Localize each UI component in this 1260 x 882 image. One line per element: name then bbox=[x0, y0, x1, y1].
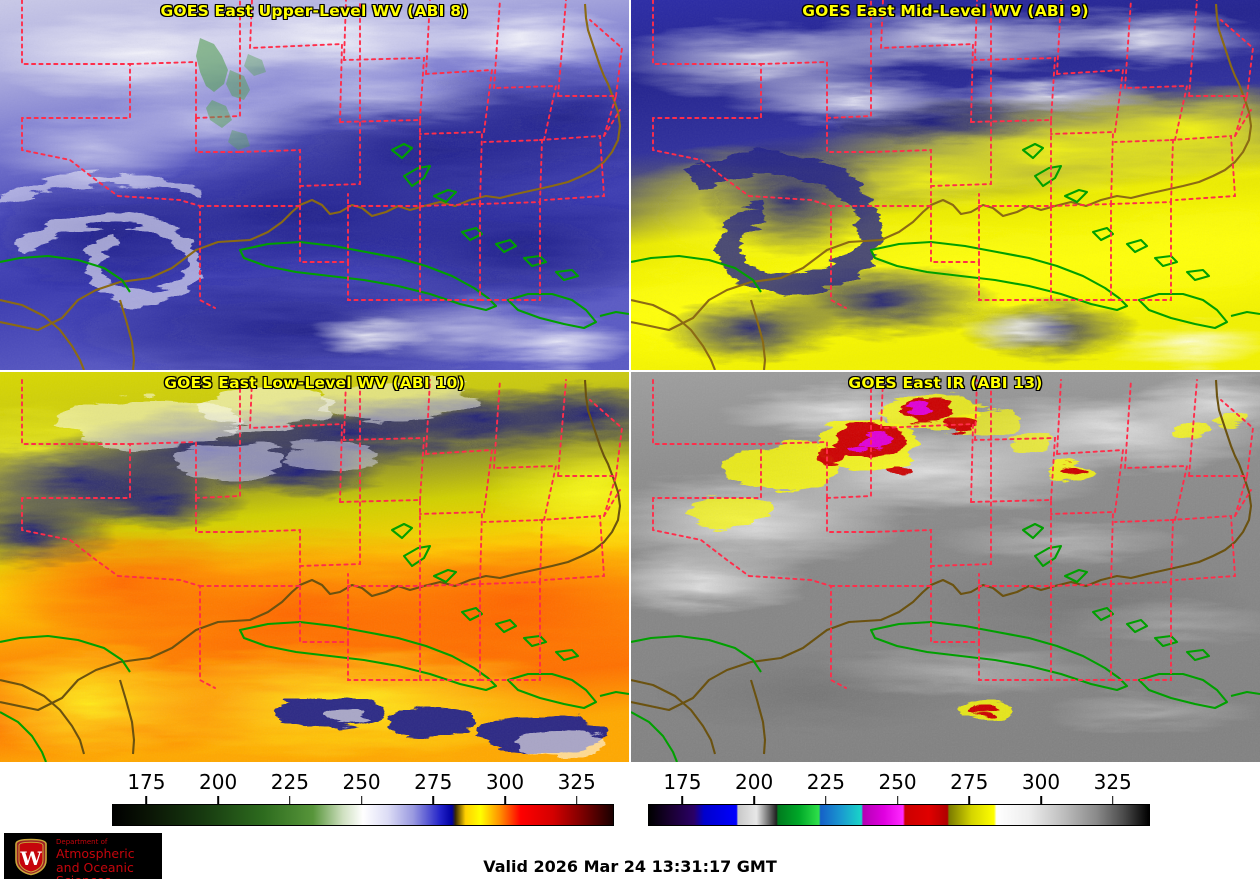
colorbar-tick-label: 300 bbox=[1021, 770, 1061, 794]
colorbar-tick-label: 250 bbox=[342, 770, 381, 794]
colorbar-tick bbox=[1111, 796, 1114, 805]
island-coast-overlay bbox=[0, 142, 629, 330]
colorbar-tick-label: 300 bbox=[485, 770, 525, 794]
colorbar-tick bbox=[289, 796, 291, 805]
colorbar-tick-label: 200 bbox=[735, 770, 774, 794]
colorbar-tick bbox=[575, 796, 578, 805]
colorbar-tick bbox=[432, 796, 435, 805]
svg-text:W: W bbox=[19, 848, 42, 870]
logo-line-1: Department of bbox=[56, 838, 108, 846]
colorbar-ir-bar[interactable] bbox=[648, 804, 1150, 826]
colorbar-tick-label: 175 bbox=[127, 770, 166, 794]
logo-line-3: and Oceanic Sciences bbox=[56, 859, 134, 879]
panel-upper-level-wv-image bbox=[0, 0, 629, 370]
colorbar-ir-ticks bbox=[631, 796, 1260, 805]
colorbar-tick bbox=[1040, 796, 1042, 805]
island-coast-overlay bbox=[631, 522, 1260, 762]
uw-logo-text: Department of Atmospheric and Oceanic Sc… bbox=[56, 838, 162, 879]
coastline-overlay bbox=[0, 3, 622, 370]
colorbar-tick-label: 250 bbox=[878, 770, 917, 794]
colorbar-tick bbox=[896, 796, 899, 805]
island-coast-overlay bbox=[0, 522, 629, 762]
colorbar-wv[interactable]: 175 200 225 250 275 300 325 bbox=[0, 770, 629, 826]
colorbar-tick bbox=[825, 796, 827, 805]
uw-aos-logo[interactable]: W Department of Atmospheric and Oceanic … bbox=[4, 833, 162, 879]
state-border-overlay bbox=[652, 0, 1255, 309]
colorbar-tick bbox=[360, 796, 363, 805]
panel-low-level-wv-image bbox=[0, 372, 629, 762]
colorbar-tick-label: 200 bbox=[199, 770, 238, 794]
panel-mid-level-wv-image bbox=[631, 0, 1260, 370]
valid-time-label: Valid 2026 Mar 24 13:31:17 GMT bbox=[483, 857, 777, 876]
state-border-overlay bbox=[652, 379, 1255, 689]
state-border-overlay bbox=[21, 0, 624, 309]
colorbar-tick bbox=[145, 796, 148, 805]
terrain-hint bbox=[196, 38, 266, 150]
colorbar-tick bbox=[753, 796, 755, 805]
uw-crest-icon: W bbox=[15, 838, 47, 876]
colorbar-tick-label: 275 bbox=[414, 770, 453, 794]
colorbar-tick-label: 175 bbox=[663, 770, 702, 794]
colorbar-ir[interactable]: 175 200 225 250 275 300 325 bbox=[631, 770, 1260, 826]
colorbar-wv-bar[interactable] bbox=[112, 804, 614, 826]
panel-ir[interactable]: GOES East IR (ABI 13) bbox=[631, 372, 1260, 762]
island-coast-overlay bbox=[631, 142, 1260, 330]
logo-line-2: Atmospheric bbox=[56, 846, 135, 861]
colorbar-tick-label: 225 bbox=[806, 770, 845, 794]
panel-low-level-wv[interactable]: GOES East Low-Level WV (ABI 10) bbox=[0, 372, 629, 762]
colorbar-tick bbox=[681, 796, 684, 805]
panel-ir-image bbox=[631, 372, 1260, 762]
panel-upper-level-wv[interactable]: GOES East Upper-Level WV (ABI 8) bbox=[0, 0, 629, 370]
coastline-overlay bbox=[0, 379, 622, 755]
colorbar-tick bbox=[504, 796, 506, 805]
colorbar-tick bbox=[968, 796, 971, 805]
colorbar-wv-ticklabels: 175 200 225 250 275 300 325 bbox=[0, 770, 629, 798]
colorbar-tick-label: 325 bbox=[557, 770, 596, 794]
coastline-overlay bbox=[631, 3, 1253, 370]
colorbar-tick-label: 275 bbox=[950, 770, 989, 794]
colorbar-wv-ticks bbox=[0, 796, 629, 805]
coastline-overlay bbox=[631, 379, 1253, 755]
colorbar-tick bbox=[217, 796, 219, 805]
panel-mid-level-wv[interactable]: GOES East Mid-Level WV (ABI 9) bbox=[631, 0, 1260, 370]
colorbar-tick-label: 225 bbox=[270, 770, 309, 794]
colorbar-tick-label: 325 bbox=[1093, 770, 1132, 794]
state-border-overlay bbox=[21, 379, 624, 689]
colorbar-ir-ticklabels: 175 200 225 250 275 300 325 bbox=[631, 770, 1260, 798]
